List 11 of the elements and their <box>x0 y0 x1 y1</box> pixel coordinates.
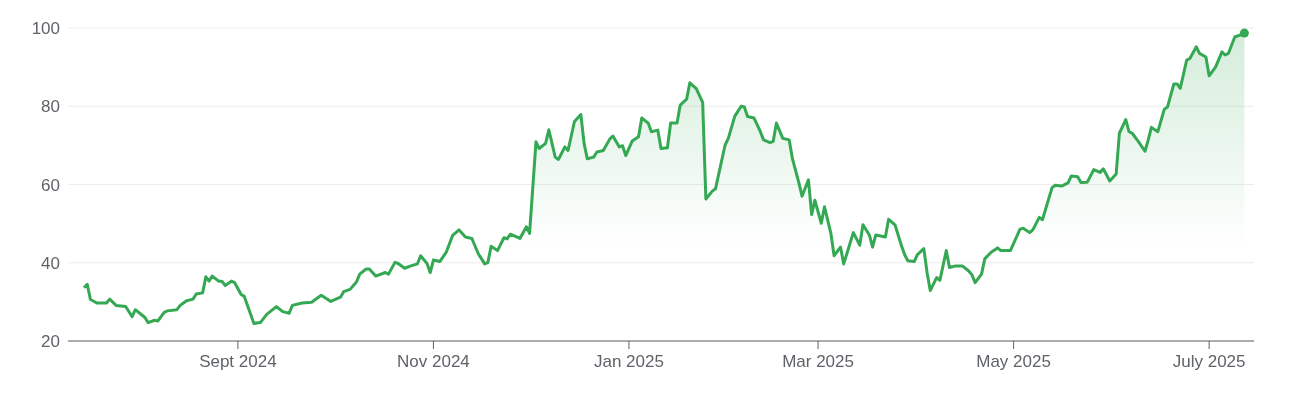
y-tick-label: 40 <box>41 253 60 273</box>
x-tick-label: Jan 2025 <box>593 352 664 372</box>
y-tick-label: 80 <box>41 97 60 117</box>
y-tick-label: 60 <box>41 175 60 195</box>
y-tick-label: 20 <box>41 332 60 352</box>
x-tick-label: Nov 2024 <box>397 352 470 372</box>
y-tick-label: 100 <box>31 19 60 39</box>
x-tick-label: Sept 2024 <box>199 352 277 372</box>
x-tick-label: May 2025 <box>976 352 1051 372</box>
x-tick-label: Mar 2025 <box>782 352 854 372</box>
x-tick-label: July 2025 <box>1172 352 1246 372</box>
